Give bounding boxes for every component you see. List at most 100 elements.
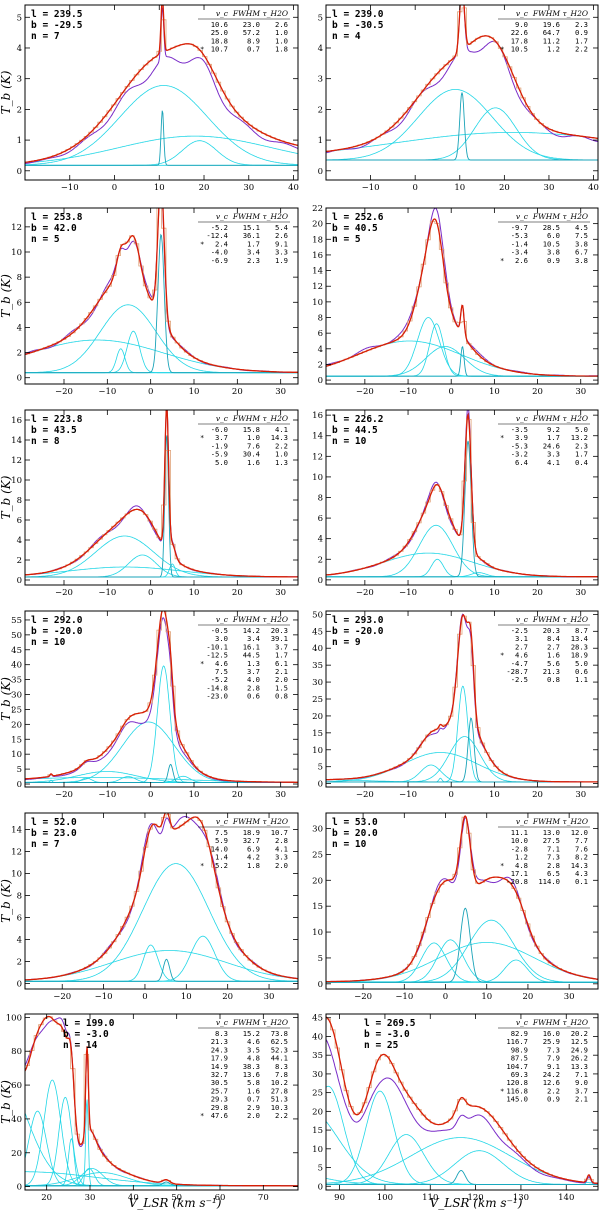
spectrum-panel-8: −20 −10 0 10 20 30 0 5 10 15 20 25 30 35 40 45 50 l = 293… bbox=[312, 610, 599, 800]
table-row: 7.5 18.9 10.7 bbox=[215, 828, 288, 837]
table-cell-fwhm: 64.7 bbox=[543, 28, 560, 37]
table-header-fwhm: FWHM bbox=[532, 212, 560, 221]
y-tick-label: 10 bbox=[312, 298, 323, 308]
model-fit bbox=[326, 815, 598, 983]
table-row: 5.0 1.6 1.3 bbox=[215, 458, 288, 467]
table-cell-fwhm: 10.5 bbox=[543, 239, 560, 248]
table-cell-fwhm: 1.7 bbox=[547, 433, 560, 442]
table-row: -5.9 30.4 1.0 bbox=[211, 450, 288, 459]
table-cell-vc: 5.9 bbox=[215, 836, 228, 845]
x-tick-label: −20 bbox=[55, 588, 73, 598]
table-cell-vc: 3.1 bbox=[515, 634, 528, 643]
latitude-label: b = -20.0 bbox=[31, 626, 83, 637]
table-row: 3.1 8.4 13.4 bbox=[515, 634, 588, 643]
table-cell-vc: 3.9 bbox=[515, 433, 528, 442]
narrow-marker: * bbox=[200, 861, 204, 870]
component-curve-1 bbox=[25, 535, 298, 578]
latitude-label: b = 44.5 bbox=[332, 425, 378, 436]
x-tick-label: 30 bbox=[85, 1193, 96, 1203]
table-cell-vc: -28.7 bbox=[506, 667, 528, 676]
table-cell-vc: 69.3 bbox=[511, 1070, 528, 1079]
component-curve-1 bbox=[326, 340, 598, 377]
table-cell-fwhm: 5.6 bbox=[547, 659, 560, 668]
narrow-marker: * bbox=[500, 256, 504, 265]
table-header-vc: v_c bbox=[516, 414, 529, 423]
table-header-vc: v_c bbox=[216, 1018, 229, 1027]
y-tick-label: 10 bbox=[312, 1145, 323, 1155]
table-row: 25.0 57.2 1.0 bbox=[211, 28, 288, 37]
table-cell-tau: 3.7 bbox=[275, 642, 288, 651]
spectrum-panel-12: 90 100 110 120 130 140 0 5 10 15 20 25 30 35 40 45 l = 2… bbox=[312, 1013, 599, 1203]
x-tick-label: −10 bbox=[362, 183, 380, 193]
narrow-component-curve bbox=[25, 435, 298, 578]
table-cell-vc: -3.5 bbox=[511, 425, 528, 434]
latitude-label: b = -3.0 bbox=[63, 1029, 109, 1040]
model-fit bbox=[326, 412, 598, 578]
y-tick-label: 8 bbox=[17, 273, 22, 283]
table-cell-fwhm: 44.5 bbox=[243, 651, 260, 660]
component-count-label: n = 7 bbox=[31, 31, 60, 42]
table-row: 11.1 13.0 12.0 bbox=[511, 828, 588, 837]
x-tick-label: 30 bbox=[264, 992, 275, 1002]
x-tick-label: 30 bbox=[275, 588, 286, 598]
x-tick-label: −10 bbox=[98, 387, 116, 397]
table-cell-tau: 2.1 bbox=[275, 667, 288, 676]
table-row: 8.3 15.2 73.8 bbox=[215, 1029, 288, 1038]
table-row: -5.2 4.0 2.0 bbox=[211, 675, 288, 684]
table-cell-vc: -1.4 bbox=[511, 239, 528, 248]
narrow-marker: * bbox=[500, 651, 504, 660]
table-row: -5.3 6.0 7.5 bbox=[511, 231, 588, 240]
table-cell-tau: 13.4 bbox=[571, 634, 588, 643]
y-tick-label: 4 bbox=[318, 535, 323, 545]
table-row: 21.3 4.6 62.5 bbox=[211, 1037, 288, 1046]
table-cell-vc: 2.7 bbox=[515, 642, 528, 651]
y-tick-label: 55 bbox=[11, 616, 22, 626]
y-tick-label: 10 bbox=[11, 750, 22, 760]
y-tick-label: 6 bbox=[17, 298, 22, 308]
table-cell-vc: -14.8 bbox=[206, 683, 228, 692]
table-cell-vc: -6.9 bbox=[211, 256, 228, 265]
table-header-vc: v_c bbox=[216, 615, 229, 624]
longitude-label: l = 269.5 bbox=[364, 1018, 416, 1029]
table-cell-tau: 14.3 bbox=[571, 861, 588, 870]
table-cell-vc: 5.0 bbox=[215, 458, 228, 467]
table-header-vc: v_c bbox=[516, 9, 529, 18]
table-cell-vc: 17.9 bbox=[211, 1054, 228, 1063]
y-tick-label: 100 bbox=[6, 1013, 22, 1023]
y-tick-label: 8 bbox=[318, 314, 323, 324]
table-row: -6.9 2.3 1.9 bbox=[211, 256, 288, 265]
table-cell-vc: -23.0 bbox=[206, 692, 228, 701]
table-cell-tau: 52.3 bbox=[271, 1045, 288, 1054]
table-header-tau: τ_H2O bbox=[263, 414, 288, 423]
y-tick-label: 2 bbox=[318, 360, 323, 370]
table-row: -4.0 3.4 3.3 bbox=[211, 248, 288, 257]
narrow-component-curve bbox=[326, 345, 598, 377]
table-cell-fwhm: 3.7 bbox=[247, 667, 260, 676]
table-cell-fwhm: 16.0 bbox=[543, 1029, 560, 1038]
table-row: 10.0 27.5 7.7 bbox=[511, 836, 588, 845]
y-tick-label: 1 bbox=[17, 136, 22, 146]
table-cell-vc: 116.8 bbox=[506, 1086, 528, 1095]
table-cell-tau: 20.2 bbox=[571, 1029, 588, 1038]
y-axis-label: T_b (K) bbox=[0, 677, 13, 721]
table-cell-tau: 9.0 bbox=[575, 1078, 588, 1087]
table-header-vc: v_c bbox=[516, 615, 529, 624]
y-tick-label: 0 bbox=[318, 780, 323, 790]
table-cell-fwhm: 0.9 bbox=[547, 1095, 560, 1104]
table-cell-vc: -3.4 bbox=[511, 248, 528, 257]
table-cell-tau: 1.7 bbox=[575, 450, 588, 459]
y-tick-label: 10 bbox=[312, 928, 323, 938]
table-cell-vc: -5.2 bbox=[211, 223, 228, 232]
y-tick-label: 0 bbox=[17, 1183, 22, 1193]
x-tick-label: 0 bbox=[443, 992, 448, 1002]
table-row: -23.0 0.6 0.8 bbox=[206, 692, 288, 701]
table-cell-fwhm: 27.5 bbox=[543, 836, 560, 845]
table-row: 69.3 24.2 7.1 bbox=[511, 1070, 588, 1079]
x-tick-label: 40 bbox=[588, 183, 599, 193]
table-cell-fwhm: 36.1 bbox=[243, 231, 260, 240]
table-cell-vc: 18.8 bbox=[211, 36, 228, 45]
table-header-vc: v_c bbox=[216, 9, 229, 18]
y-tick-label: 40 bbox=[312, 644, 323, 654]
table-row: 30.5 5.8 10.2 bbox=[211, 1078, 288, 1087]
